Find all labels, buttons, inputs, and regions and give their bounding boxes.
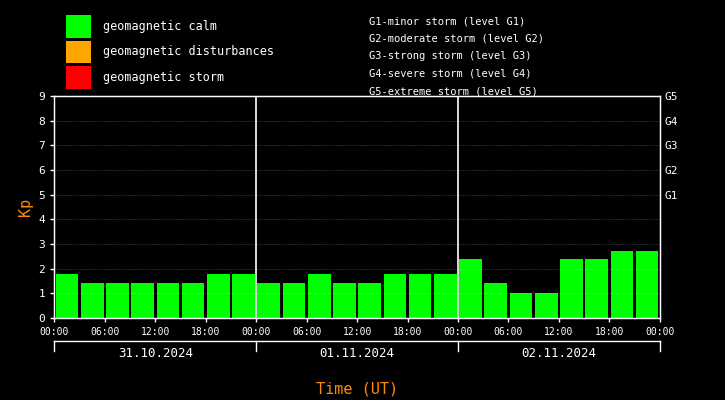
Bar bbox=[560, 259, 583, 318]
Bar bbox=[182, 284, 204, 318]
Bar bbox=[535, 293, 558, 318]
Text: G5-extreme storm (level G5): G5-extreme storm (level G5) bbox=[369, 86, 538, 96]
Bar bbox=[510, 293, 532, 318]
Bar bbox=[484, 284, 507, 318]
Text: G1-minor storm (level G1): G1-minor storm (level G1) bbox=[369, 16, 526, 26]
Bar bbox=[157, 284, 179, 318]
Text: G4-severe storm (level G4): G4-severe storm (level G4) bbox=[369, 69, 531, 79]
Bar bbox=[283, 284, 305, 318]
Bar bbox=[232, 274, 255, 318]
Text: geomagnetic storm: geomagnetic storm bbox=[103, 71, 224, 84]
Bar bbox=[81, 284, 104, 318]
Text: 31.10.2024: 31.10.2024 bbox=[117, 347, 193, 360]
Bar bbox=[384, 274, 406, 318]
Bar bbox=[207, 274, 230, 318]
Bar bbox=[67, 15, 91, 38]
Bar bbox=[610, 252, 633, 318]
Bar bbox=[434, 274, 457, 318]
Text: geomagnetic disturbances: geomagnetic disturbances bbox=[103, 46, 274, 58]
Bar bbox=[308, 274, 331, 318]
Bar bbox=[67, 41, 91, 63]
Bar bbox=[257, 284, 280, 318]
Bar bbox=[131, 284, 154, 318]
Bar bbox=[67, 66, 91, 89]
Bar bbox=[585, 259, 608, 318]
Bar bbox=[459, 259, 482, 318]
Y-axis label: Kp: Kp bbox=[18, 198, 33, 216]
Text: G2-moderate storm (level G2): G2-moderate storm (level G2) bbox=[369, 34, 544, 44]
Text: 01.11.2024: 01.11.2024 bbox=[320, 347, 394, 360]
Text: Time (UT): Time (UT) bbox=[316, 381, 398, 396]
Bar bbox=[409, 274, 431, 318]
Bar bbox=[106, 284, 129, 318]
Text: G3-strong storm (level G3): G3-strong storm (level G3) bbox=[369, 51, 531, 61]
Bar bbox=[358, 284, 381, 318]
Text: geomagnetic calm: geomagnetic calm bbox=[103, 20, 217, 33]
Bar bbox=[636, 252, 658, 318]
Bar bbox=[333, 284, 356, 318]
Text: 02.11.2024: 02.11.2024 bbox=[521, 347, 597, 360]
Bar bbox=[56, 274, 78, 318]
